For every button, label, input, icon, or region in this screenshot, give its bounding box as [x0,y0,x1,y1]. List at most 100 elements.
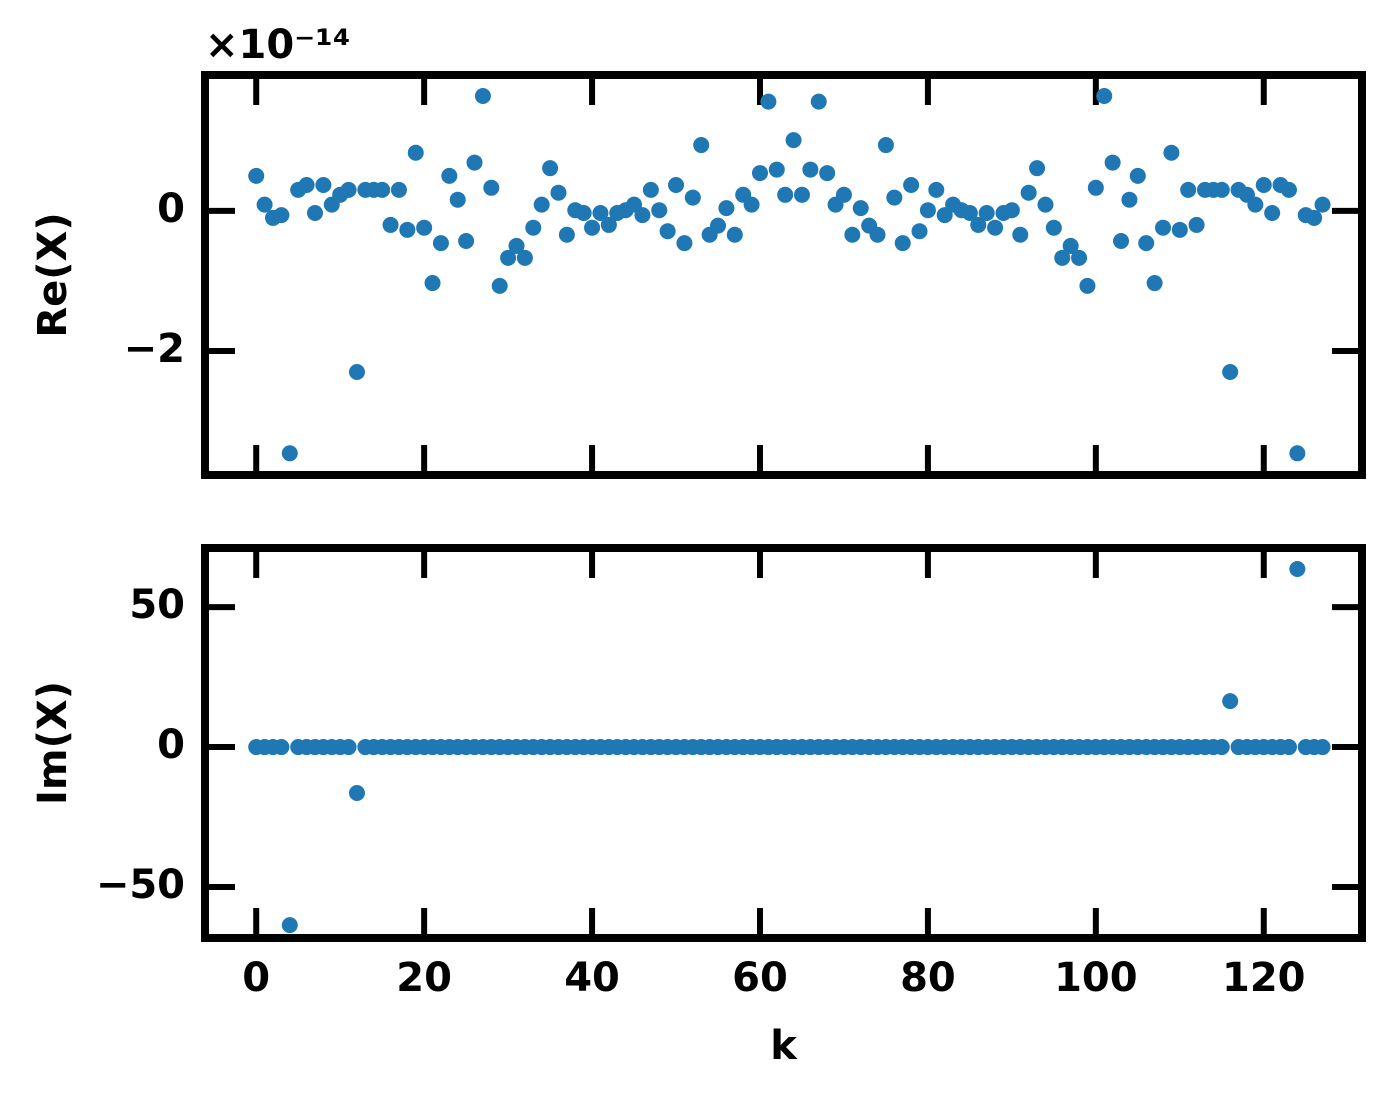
point [1171,221,1188,238]
point [1289,445,1306,462]
point [1054,249,1071,266]
point [1213,739,1230,756]
y-tick-label: −2 [124,326,185,372]
point [466,154,483,171]
point [542,160,559,177]
point [340,181,357,198]
point [432,235,449,252]
point [777,186,794,203]
point [407,144,424,161]
point [600,216,617,233]
point [1255,176,1272,193]
point [281,445,298,462]
point [894,235,911,252]
point [852,200,869,217]
point [793,186,810,203]
point [844,226,861,243]
point [835,186,852,203]
point [248,167,265,184]
point [1020,184,1037,201]
point [768,161,785,178]
point [474,88,491,105]
point [458,233,475,250]
point [256,196,273,213]
point [1314,196,1331,213]
point [928,181,945,198]
point [1188,216,1205,233]
point [1289,560,1306,577]
point [449,191,466,208]
x-tick-label: 60 [732,955,788,1001]
point [634,207,651,224]
point [1003,202,1020,219]
point [348,784,365,801]
point [1037,196,1054,213]
axes-frame [201,71,1366,479]
point [819,165,836,182]
point [516,249,533,266]
point [390,181,407,198]
point [1264,205,1281,222]
point [978,205,995,222]
point [1314,739,1331,756]
point [399,221,416,238]
point [1071,249,1088,266]
y-axis-label: Re(X) [30,212,76,337]
point [1163,144,1180,161]
point [1062,237,1079,254]
point [1045,219,1062,236]
point [592,205,609,222]
point [1247,196,1264,213]
point [558,226,575,243]
point [500,249,517,266]
point [306,205,323,222]
point [810,93,827,110]
point [785,132,802,149]
point [298,176,315,193]
point [1012,226,1029,243]
x-tick-label: 100 [1054,955,1138,1001]
point [382,216,399,233]
point [877,137,894,154]
point [1155,219,1172,236]
point [273,739,290,756]
offset-text: ×10⁻¹⁴ [205,22,350,68]
point [886,189,903,206]
y-tick-label: 0 [157,186,185,232]
point [1222,693,1239,710]
point [584,219,601,236]
point [961,205,978,222]
point [1029,160,1046,177]
point [987,219,1004,236]
x-tick-label: 20 [396,955,452,1001]
point [416,219,433,236]
point [1113,233,1130,250]
y-tick-label: 50 [129,582,185,628]
x-tick-label: 0 [242,955,270,1001]
point [1213,181,1230,198]
point [1087,179,1104,196]
x-axis-label: k [770,1023,798,1069]
point [273,207,290,224]
point [1104,154,1121,171]
point [491,277,508,294]
point [911,223,928,240]
point [1138,235,1155,252]
point [525,219,542,236]
point [726,226,743,243]
point [281,917,298,934]
point [743,196,760,213]
point [710,217,727,234]
x-tick-label: 40 [564,955,620,1001]
point [760,93,777,110]
point [919,202,936,219]
point [1222,364,1239,381]
point [315,176,332,193]
point [1129,167,1146,184]
point [575,205,592,222]
point [802,161,819,178]
point [1079,277,1096,294]
point [903,176,920,193]
point [676,235,693,252]
